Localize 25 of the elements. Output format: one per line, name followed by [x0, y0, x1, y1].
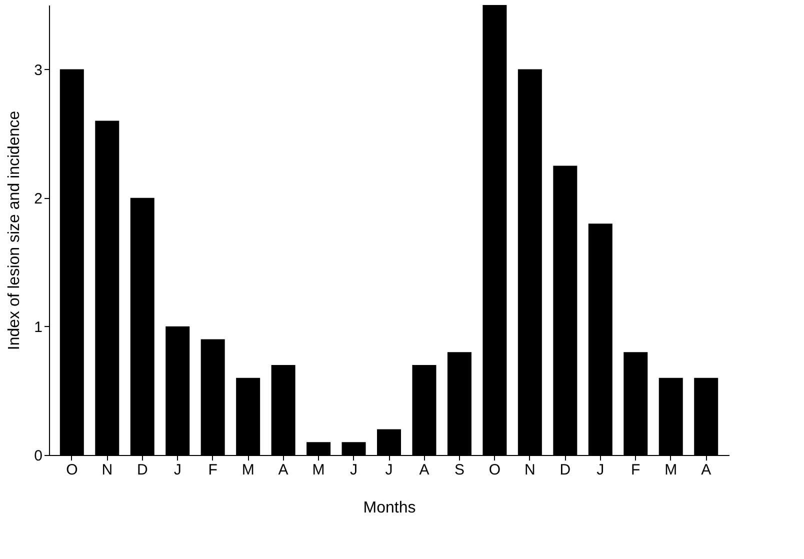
x-tick-label: M: [664, 462, 678, 478]
y-tick-label: 0: [34, 448, 42, 464]
x-tick-label: N: [524, 462, 536, 478]
x-axis-title: Months: [363, 500, 416, 516]
x-tick-label: F: [631, 462, 640, 478]
x-tick-label: O: [488, 462, 501, 478]
x-tick-label: J: [350, 462, 358, 478]
x-tick-label: A: [419, 462, 430, 478]
x-tick-label: O: [66, 462, 78, 478]
x-tick-label: D: [136, 462, 148, 478]
x-tick-label: A: [701, 462, 712, 478]
x-tick-label: S: [454, 462, 464, 478]
x-tick-label: J: [174, 462, 182, 478]
x-tick-label: J: [596, 462, 604, 478]
y-tick-label: 3: [34, 62, 42, 79]
x-tick-label: D: [560, 462, 571, 478]
x-tick-label: F: [208, 462, 218, 478]
y-tick-label: 1: [34, 318, 42, 336]
x-tick-label: M: [242, 462, 254, 478]
y-tick-label: 2: [34, 190, 42, 208]
x-tick-label: M: [312, 462, 325, 478]
y-axis-title: Index of lesion size and incidence: [6, 110, 24, 350]
x-tick-label: N: [102, 462, 113, 478]
x-tick-label: A: [278, 462, 288, 478]
x-tick-label: J: [385, 462, 393, 478]
